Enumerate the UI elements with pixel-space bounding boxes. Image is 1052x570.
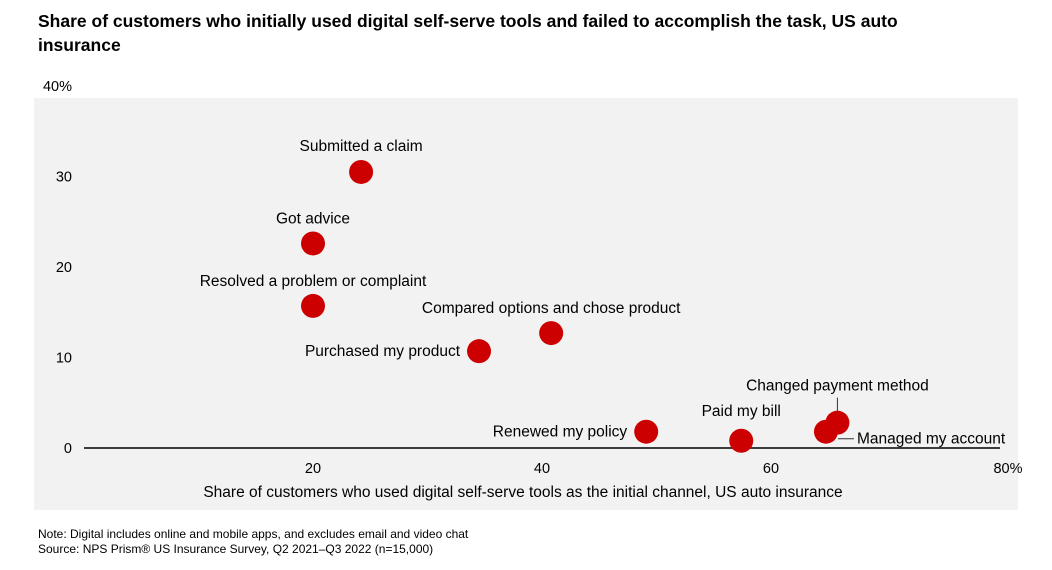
point-label: Purchased my product (305, 343, 461, 360)
y-tick-label: 0 (64, 441, 72, 457)
point-label: Got advice (276, 210, 350, 227)
footnote-note: Note: Digital includes online and mobile… (38, 527, 469, 541)
data-points (301, 159, 850, 453)
point-label: Changed payment method (746, 378, 929, 395)
x-axis-ticks: 20 40 60 80% (305, 461, 1023, 477)
plot-background (34, 98, 1018, 510)
point-label: Submitted a claim (299, 138, 422, 155)
y-axis-ticks: 0 10 20 30 40% (43, 79, 72, 457)
point-label: Paid my bill (702, 403, 781, 420)
footnote-source: Source: NPS Prism® US Insurance Survey, … (38, 542, 434, 556)
point-label: Resolved a problem or complaint (200, 273, 427, 290)
x-tick-label: 80% (993, 461, 1022, 477)
x-tick-label: 20 (305, 461, 321, 477)
data-point (813, 419, 838, 444)
x-axis-label: Share of customers who used digital self… (203, 484, 842, 501)
point-label: Compared options and chose product (422, 300, 681, 317)
data-point (301, 231, 325, 256)
x-tick-label: 60 (763, 461, 779, 477)
data-point (467, 339, 492, 364)
data-point (301, 293, 325, 318)
point-labels: Submitted a claim Got advice Resolved a pr… (200, 138, 1006, 448)
y-tick-label: 40% (43, 79, 72, 95)
y-tick-label: 30 (56, 170, 72, 186)
point-label: Renewed my policy (493, 424, 628, 441)
label-leader-lines (836, 397, 854, 440)
data-point (539, 321, 564, 346)
chart-title: Share of customers who initially used di… (38, 11, 898, 55)
data-point (729, 428, 754, 453)
y-tick-label: 10 (56, 351, 72, 367)
y-tick-label: 20 (56, 260, 72, 276)
point-label: Managed my account (857, 431, 1006, 448)
data-point (634, 419, 659, 444)
data-point (349, 159, 374, 184)
x-tick-label: 40 (534, 461, 550, 477)
